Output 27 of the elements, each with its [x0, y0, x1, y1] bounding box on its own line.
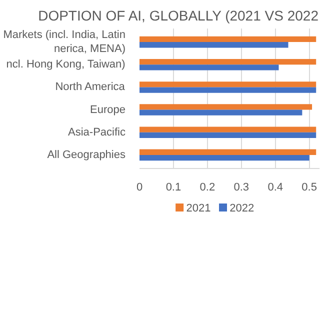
bar	[140, 87, 316, 93]
bar	[140, 132, 316, 138]
y-tick-label: North America	[55, 81, 126, 94]
x-tick-label: 0.3	[234, 182, 250, 194]
x-tick-label: 0.4	[268, 182, 283, 194]
y-tick-label: Asia-Pacific	[68, 126, 126, 138]
bar	[140, 149, 316, 155]
bar	[140, 36, 316, 42]
y-tick-label: Markets (incl. India, Latin nerica, MENA)	[3, 28, 126, 56]
legend-label: 2021	[186, 202, 211, 214]
x-tick-label: 0.1	[166, 182, 182, 194]
bar	[140, 42, 288, 48]
y-tick-label: ncl. Hong Kong, Taiwan)	[6, 58, 126, 71]
x-tick-label: 0.2	[200, 182, 216, 194]
legend-label: 2022	[230, 202, 254, 214]
bar	[140, 58, 316, 65]
x-tick-label: 0	[136, 182, 143, 194]
chart-title: DOPTION OF AI, GLOBALLY (2021 VS 2022	[38, 8, 319, 24]
bar	[140, 64, 279, 70]
x-tick-label: 0.5	[302, 182, 317, 194]
bar	[140, 110, 302, 116]
bar	[140, 154, 310, 161]
y-tick-label: Europe	[90, 104, 126, 116]
y-tick-label: All Geographies	[47, 148, 126, 161]
bar	[140, 82, 316, 88]
bar	[140, 126, 316, 132]
bar	[140, 104, 312, 110]
